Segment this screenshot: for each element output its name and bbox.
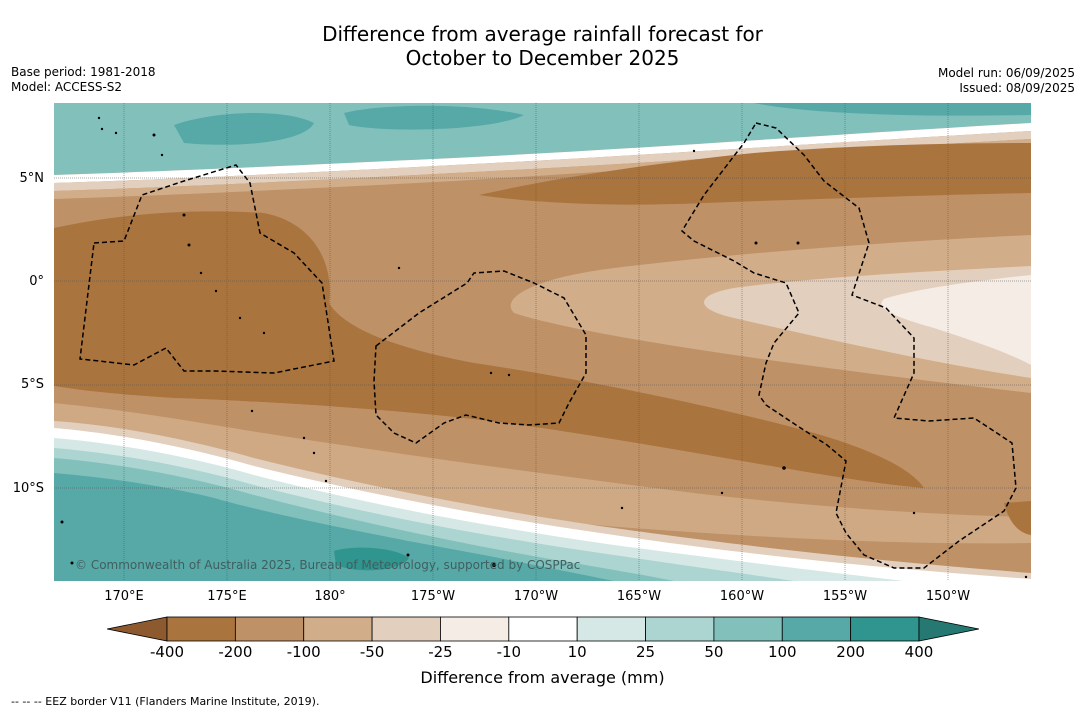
colorbar-extend-low [107, 616, 168, 642]
colorbar-tick-label: -100 [286, 643, 321, 661]
lat-label-10s: 10°S [12, 481, 44, 496]
lon-label-165w: 165°W [616, 589, 662, 604]
colorbar-segment [234, 616, 305, 642]
map-title: Difference from average rainfall forecas… [0, 22, 1085, 70]
issued-date: Issued: 08/09/2025 [959, 81, 1075, 95]
north-dry-tongue [479, 143, 1031, 205]
title-line-1: Difference from average rainfall forecas… [322, 22, 763, 46]
colorbar-tick-label: 25 [635, 643, 656, 661]
colorbar-tick-label: -400 [149, 643, 185, 661]
lon-label-175e: 175°E [207, 589, 247, 604]
western-dry-region [54, 211, 924, 488]
colorbar-segment [508, 616, 578, 642]
lat-label-5n: 5°N [19, 171, 45, 186]
colorbar-segment [645, 616, 715, 642]
copyright-notice: © Commonwealth of Australia 2025, Bureau… [75, 558, 581, 572]
model-name: Model: ACCESS-S2 [11, 80, 123, 94]
eez-border-west [79, 164, 335, 374]
lon-label-180: 180° [314, 589, 346, 604]
title-line-2: October to December 2025 [405, 46, 680, 70]
lon-label-155w: 155°W [822, 589, 868, 604]
colorbar-segment [440, 616, 510, 642]
lon-label-150w: 150°W [925, 589, 971, 604]
lon-label-175w: 175°W [410, 589, 456, 604]
colorbar-tick-label: -200 [218, 643, 253, 661]
base-period: Base period: 1981-2018 [11, 65, 156, 79]
lat-label-0: 0° [29, 274, 44, 289]
colorbar-tick-label: 400 [904, 643, 934, 661]
lon-label-170w: 170°W [513, 589, 559, 604]
colorbar-extend-high [918, 616, 979, 642]
eez-legend-footnote: -- -- -- EEZ border V11 (Flanders Marine… [11, 695, 320, 708]
eez-border-east [681, 122, 1017, 569]
colorbar-segment [781, 616, 852, 642]
eez-border-central [373, 270, 587, 444]
colorbar-title: Difference from average (mm) [420, 668, 665, 687]
colorbar [107, 616, 979, 642]
colorbar-segment [371, 616, 441, 642]
colorbar-tick-label: 10 [567, 643, 587, 661]
colorbar-tick-label: 200 [836, 643, 865, 661]
colorbar-tick-label: 50 [704, 643, 724, 661]
colorbar-tick-label: 100 [767, 643, 797, 661]
lon-label-170e: 170°E [104, 589, 144, 604]
south-teal-band [54, 473, 614, 581]
colorbar-segment [850, 616, 920, 642]
meta-left: Base period: 1981-2018 Model: ACCESS-S2 [11, 65, 156, 95]
colorbar-tick-label: -50 [359, 643, 385, 661]
colorbar-segment [166, 616, 236, 642]
colorbar-segment [576, 616, 646, 642]
colorbar-tick-label: -10 [496, 643, 522, 661]
colorbar-segment [713, 616, 783, 642]
lon-label-160w: 160°W [719, 589, 765, 604]
rainfall-map [54, 103, 1031, 581]
model-run: Model run: 06/09/2025 [937, 66, 1075, 80]
colorbar-tick-label: -25 [428, 643, 453, 661]
lat-label-5s: 5°S [20, 377, 44, 392]
meta-right: Model run: 06/09/2025 Issued: 08/09/2025 [938, 66, 1075, 96]
colorbar-segment [303, 616, 373, 642]
